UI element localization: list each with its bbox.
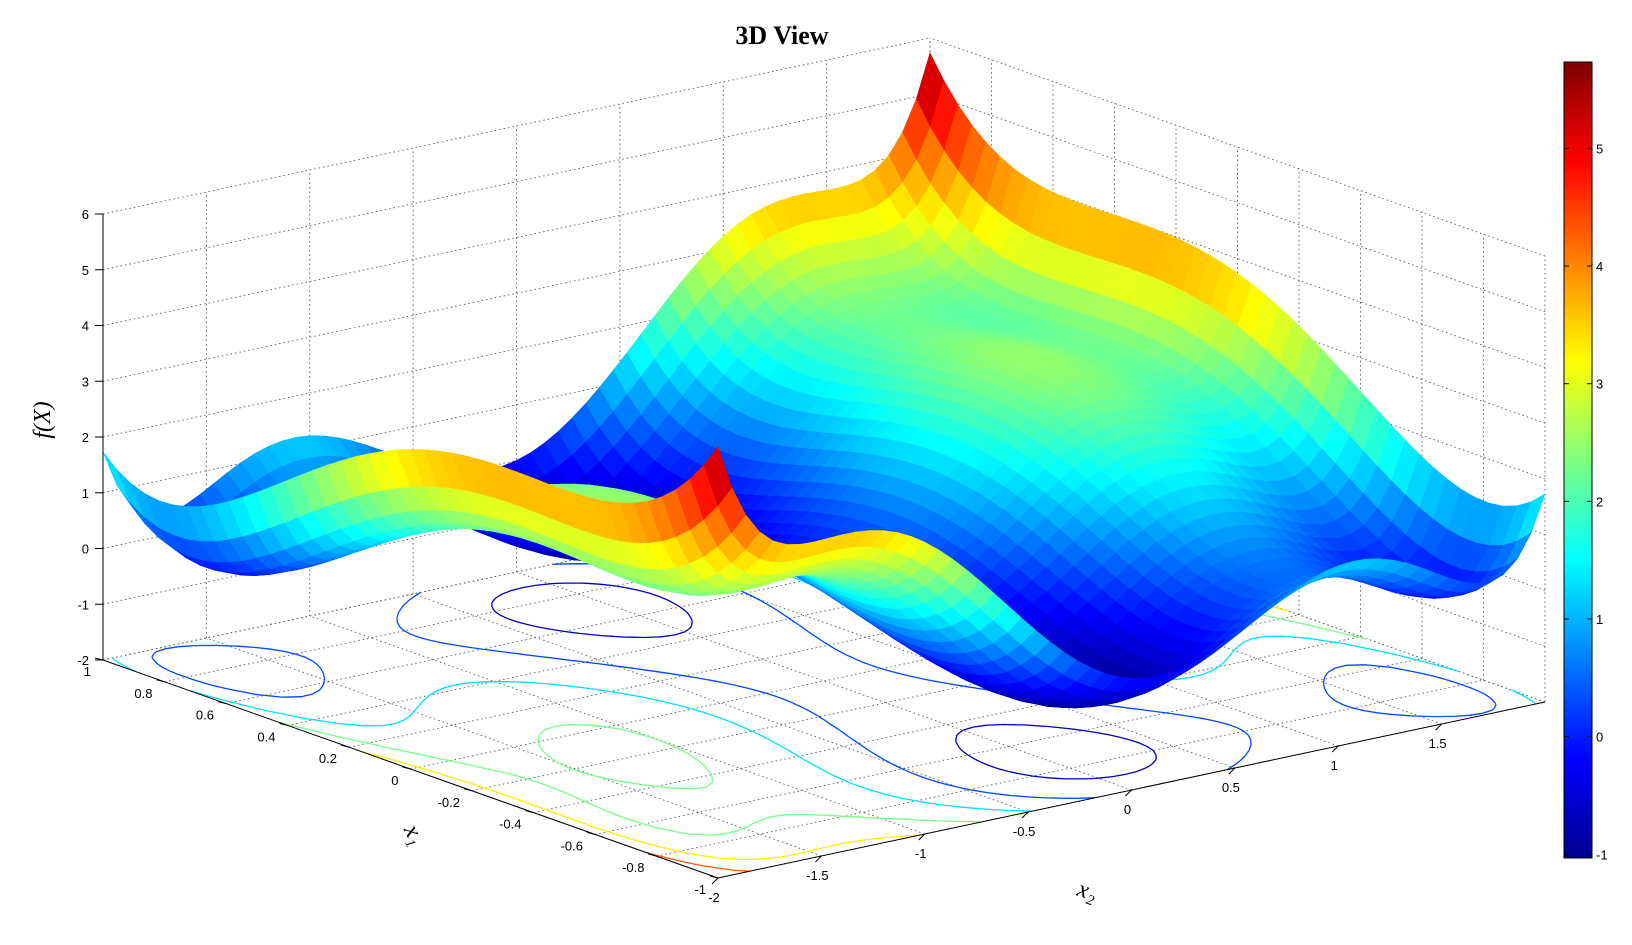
contour-line: [491, 582, 1157, 780]
backwall-gridline: [102, 37, 931, 215]
sidewall-gridline: [929, 483, 1546, 703]
x2-tick-label: -0.5: [1013, 824, 1035, 839]
colorbar-tick-label: 0: [1596, 730, 1603, 745]
x1-tick-mark: [709, 875, 719, 879]
surface-patch: [102, 451, 132, 504]
backwall-gridline: [102, 260, 931, 438]
floor-gridline: [410, 592, 1238, 770]
backwall-gridline: [102, 93, 931, 271]
colorbar-bar: [1563, 61, 1593, 859]
contour-line: [151, 563, 1497, 799]
colorbar-tick-label: 4: [1596, 259, 1603, 274]
z-tick-label: 2: [82, 430, 89, 445]
x1-tick-mark: [586, 831, 596, 835]
z-tick-label: -2: [77, 653, 89, 668]
floor-gridline: [826, 505, 1442, 725]
z-axis-label: f(X): [30, 401, 56, 438]
x1-tick-label: -0.2: [438, 795, 460, 810]
x2-tick-label: 0.5: [1222, 780, 1240, 795]
floor-gridline: [516, 571, 1132, 791]
x2-tick-mark: [1435, 723, 1442, 731]
floor-gridline: [225, 527, 1054, 705]
x2-tick-label: -1.5: [806, 868, 828, 883]
floor-gridline: [723, 527, 1339, 747]
floor-gridline: [412, 593, 1029, 813]
colorbar: -1 0 1 2 3 4 5: [1563, 61, 1608, 862]
x2-tick-mark: [1331, 745, 1339, 753]
x2-tick-mark: [711, 877, 719, 885]
floor-gridline: [656, 679, 1484, 857]
backwall-gridline: [102, 483, 931, 661]
x1-tick-label: 0.2: [319, 751, 337, 766]
x2-tick-label: 0: [1124, 802, 1131, 817]
x1-tick-label: -1: [694, 882, 706, 897]
floor-gridline: [348, 570, 1177, 748]
sidewall-gridline: [929, 93, 1546, 313]
x1-tick-mark: [525, 810, 534, 814]
x1-tick-label: 0.8: [134, 686, 152, 701]
sidewall-gridline: [929, 204, 1546, 424]
x2-tick-mark: [1021, 811, 1029, 819]
z-tick-label: 3: [82, 374, 89, 389]
floor-gridline: [164, 505, 992, 683]
colorbar-tick-label: 2: [1596, 494, 1603, 509]
sidewall-gridline: [929, 149, 1546, 368]
x1-axis-label: x₁: [398, 819, 430, 849]
x2-tick-label: -1: [915, 846, 927, 861]
x1-tick-label: 0.6: [196, 708, 214, 723]
x1-tick-mark: [156, 679, 165, 683]
x1-tick-label: 1: [84, 664, 91, 679]
floor-gridline: [619, 549, 1236, 769]
floor-gridline: [206, 637, 822, 857]
floor-gridline: [533, 636, 1361, 814]
floor-gridline: [471, 614, 1300, 792]
box-gridlines: [102, 37, 1546, 879]
colorbar-tick-label: 5: [1596, 141, 1603, 156]
x1-tick-mark: [648, 853, 657, 857]
x2-tick-mark: [1228, 767, 1236, 775]
chart-title: 3D View: [735, 21, 828, 50]
x1-tick-label: -0.6: [561, 838, 583, 853]
colorbar-tick-label: 1: [1596, 612, 1603, 627]
x2-tick-mark: [918, 833, 926, 841]
sidewall-gridline: [929, 260, 1546, 480]
x1-tick-mark: [340, 744, 350, 748]
surface-patch: [703, 446, 733, 507]
floor-gridline: [594, 657, 1423, 835]
x2-axis-label: x₂: [1073, 876, 1100, 907]
x1-tick-mark: [463, 788, 473, 792]
x2-tick-mark: [815, 855, 822, 863]
x1-tick-mark: [402, 766, 411, 770]
z-tick-label: -1: [77, 597, 89, 612]
x1-tick-mark: [217, 701, 227, 705]
backwall-gridline: [102, 204, 931, 382]
x1-tick-label: 0: [391, 773, 398, 788]
x2-tick-mark: [1125, 789, 1132, 797]
z-tick-label: 1: [82, 486, 89, 501]
z-tick-label: 5: [82, 263, 89, 278]
colorbar-tick-label: 3: [1596, 377, 1603, 392]
axes: [94, 213, 1546, 885]
backwall-gridline: [102, 149, 931, 326]
floor-gridline: [309, 615, 925, 835]
sidewall-gridline: [929, 37, 1546, 257]
floor-gridline: [287, 548, 1115, 726]
colorbar-tick-label: -1: [1596, 847, 1608, 862]
x2-tick-label: -2: [708, 890, 720, 905]
x2-tick-label: 1.5: [1429, 736, 1447, 751]
x1-tick-label: -0.4: [499, 817, 521, 832]
tick-labels: -2 -1.5 -1 -0.5 0 0.5 1 1.5 -1 -0.8 -0.6 -0.4 -0.2 0 0…: [77, 207, 1446, 905]
z-tick-label: 4: [82, 319, 89, 334]
x2-tick-label: 1: [1331, 758, 1338, 773]
x1-tick-label: 0.4: [257, 729, 275, 744]
sidewall-gridline: [929, 427, 1546, 647]
z-tick-label: 6: [82, 207, 89, 222]
x1-tick-label: -0.8: [622, 860, 644, 875]
surface-plot: [102, 52, 1545, 709]
z-tick-label: 0: [82, 542, 89, 557]
colorbar-ticks: -1 0 1 2 3 4 5: [1564, 141, 1608, 862]
x1-tick-mark: [279, 722, 288, 726]
